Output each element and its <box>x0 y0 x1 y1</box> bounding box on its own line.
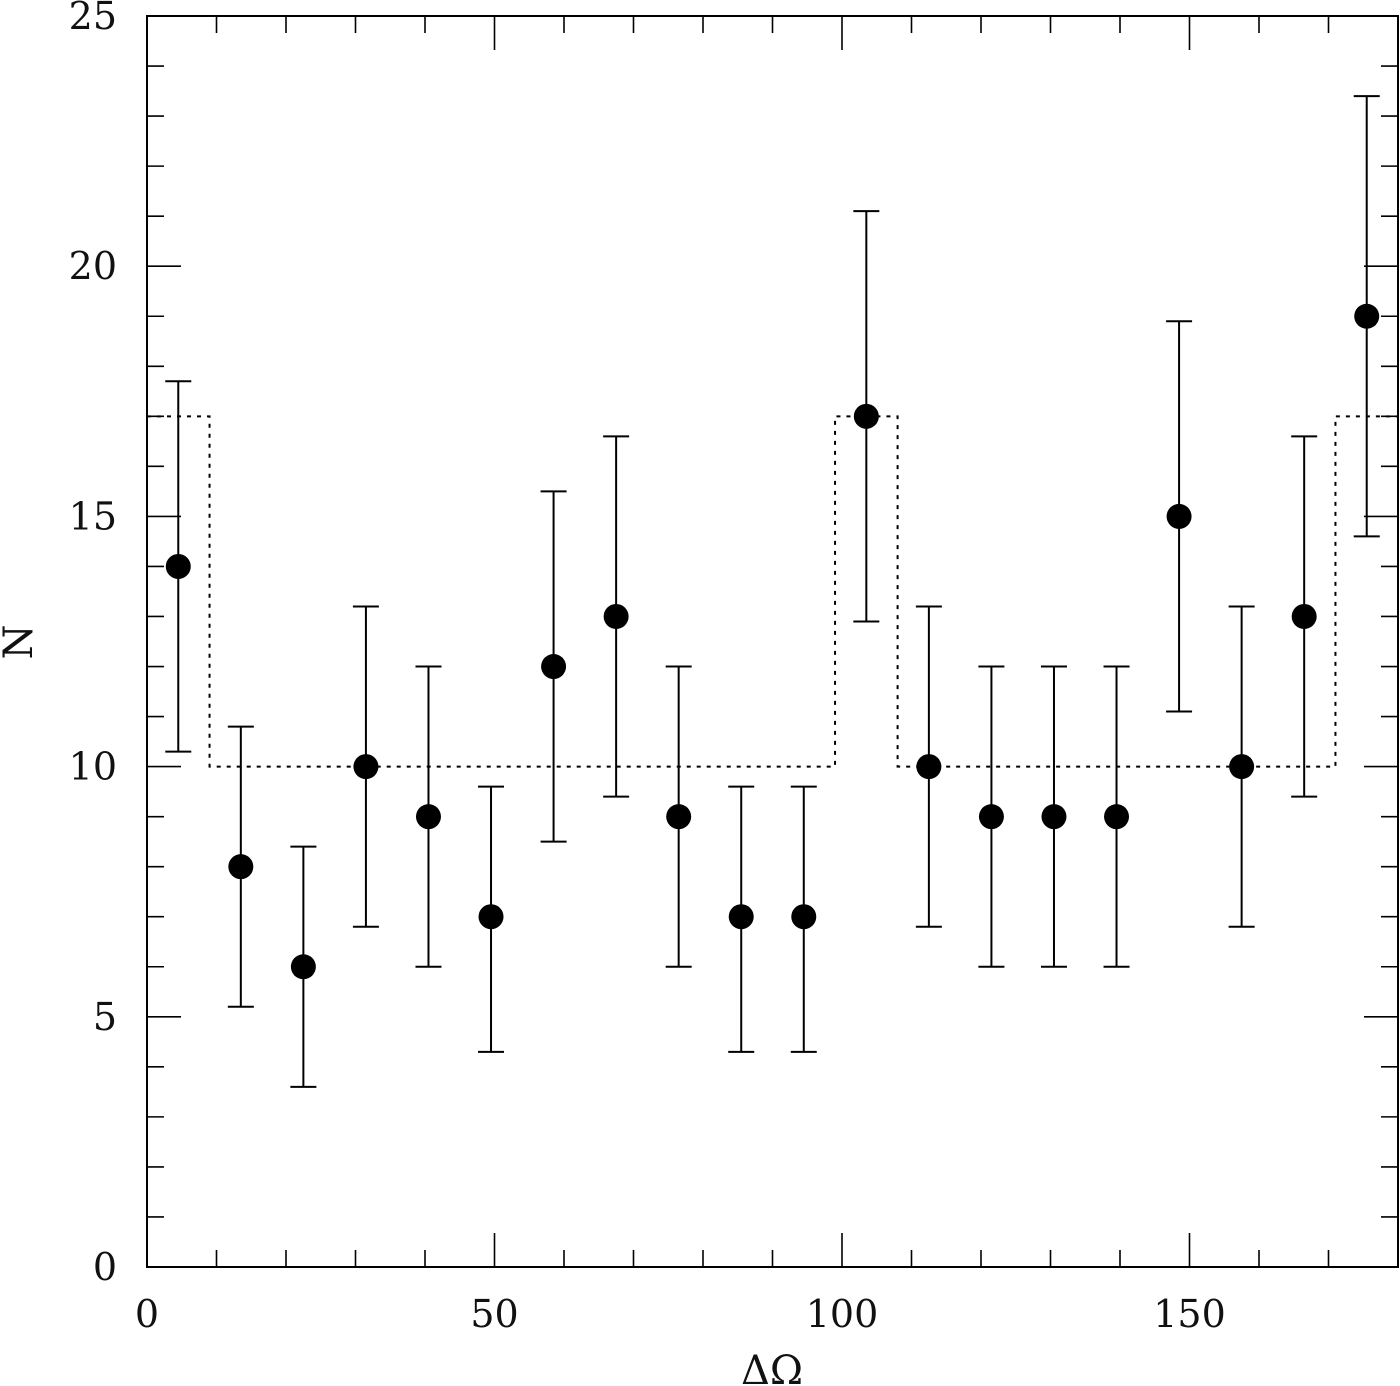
data-point <box>353 754 379 780</box>
model-step-line <box>147 415 1398 768</box>
data-point <box>1041 804 1067 830</box>
data-point <box>916 754 942 780</box>
x-tick-label: 100 <box>806 1292 879 1336</box>
x-tick-label: 50 <box>470 1292 518 1336</box>
x-tick-label: 150 <box>1153 1292 1226 1336</box>
major-ticks <box>146 15 1398 1268</box>
y-tick-label: 0 <box>93 1245 117 1289</box>
data-points <box>165 303 1380 980</box>
data-point <box>1291 603 1317 629</box>
data-point <box>603 603 629 629</box>
y-tick-label: 20 <box>69 244 117 288</box>
error-bars <box>165 95 1380 1088</box>
x-tick-label: 0 <box>135 1292 159 1336</box>
data-point <box>1104 804 1130 830</box>
tick-labels: 0 50 100 150 0 5 10 15 20 25 <box>69 0 1226 1336</box>
data-point <box>1166 503 1192 529</box>
y-tick-label: 10 <box>69 745 117 789</box>
y-tick-label: 25 <box>69 0 117 38</box>
model-step-path <box>147 415 1398 768</box>
y-tick-label: 5 <box>93 995 117 1039</box>
data-point <box>978 804 1004 830</box>
data-point <box>728 904 754 930</box>
data-point <box>478 904 504 930</box>
data-point <box>415 804 441 830</box>
minor-ticks <box>147 16 1399 1267</box>
data-point <box>541 654 567 680</box>
y-tick-label: 15 <box>69 494 117 538</box>
data-point <box>1229 754 1255 780</box>
data-point <box>853 403 879 429</box>
data-point <box>791 904 817 930</box>
x-axis-label: ΔΩ <box>741 1348 803 1386</box>
data-point <box>165 553 191 579</box>
data-point <box>290 954 316 980</box>
data-point <box>228 854 254 880</box>
plot-frame <box>146 15 1399 1268</box>
data-point <box>1354 303 1380 329</box>
y-axis-label: N <box>0 625 42 660</box>
data-point <box>666 804 692 830</box>
